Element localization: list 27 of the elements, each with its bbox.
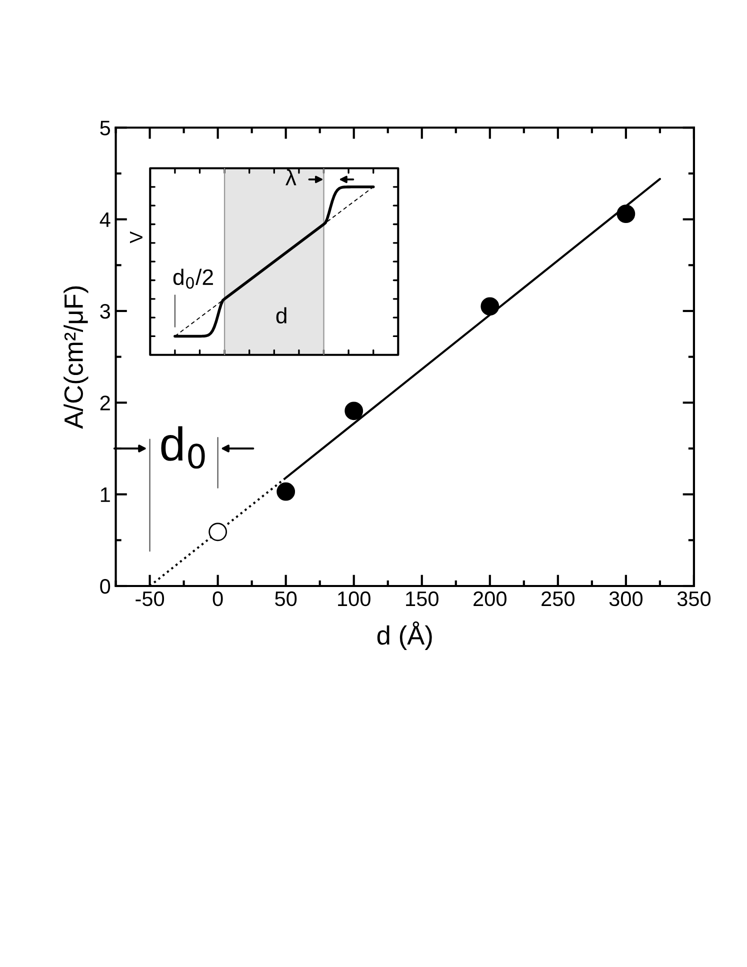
y-tick-label: 1 [100,488,110,502]
x-tick-label: 350 [677,591,711,606]
x-tick-label: 250 [542,591,574,606]
x-tick-label: 150 [406,591,438,606]
x-tick-label: 50 [275,591,297,606]
x-tick-label: 300 [609,591,643,606]
point [344,402,364,420]
x-tick-label: 100 [338,591,370,606]
annotation: d [276,307,286,324]
x-tick-label: -50 [136,591,164,606]
y-tick-label: 0 [100,579,110,594]
point [480,297,500,316]
point [616,204,636,224]
y-tick-label: 2 [100,396,110,410]
y-tick-label: 4 [100,212,110,227]
point [276,482,296,501]
annotation: V [130,231,142,244]
y-tick-label: 5 [100,120,110,136]
x-axis-title: d (Å) [377,621,432,650]
point [208,522,228,542]
annotation: λ [286,169,296,186]
y-tick-label: 3 [100,304,110,319]
x-tick-label: 200 [474,591,506,606]
y-axis-title: A/C(cm²/μF) [64,286,88,429]
annotation: d$_{0}$/2 [173,268,213,289]
annotation: d$_{0}$ [161,426,205,469]
x-tick-label: 0 [212,591,223,606]
